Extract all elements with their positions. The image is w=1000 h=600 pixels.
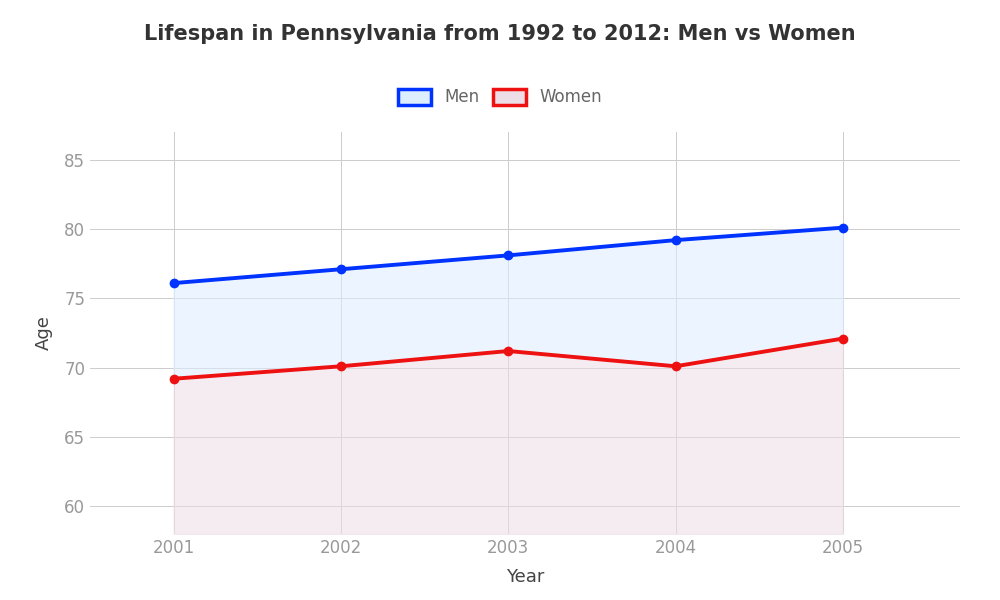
Y-axis label: Age: Age <box>35 316 53 350</box>
Legend: Men, Women: Men, Women <box>393 83 607 112</box>
X-axis label: Year: Year <box>506 568 544 586</box>
Text: Lifespan in Pennsylvania from 1992 to 2012: Men vs Women: Lifespan in Pennsylvania from 1992 to 20… <box>144 24 856 44</box>
